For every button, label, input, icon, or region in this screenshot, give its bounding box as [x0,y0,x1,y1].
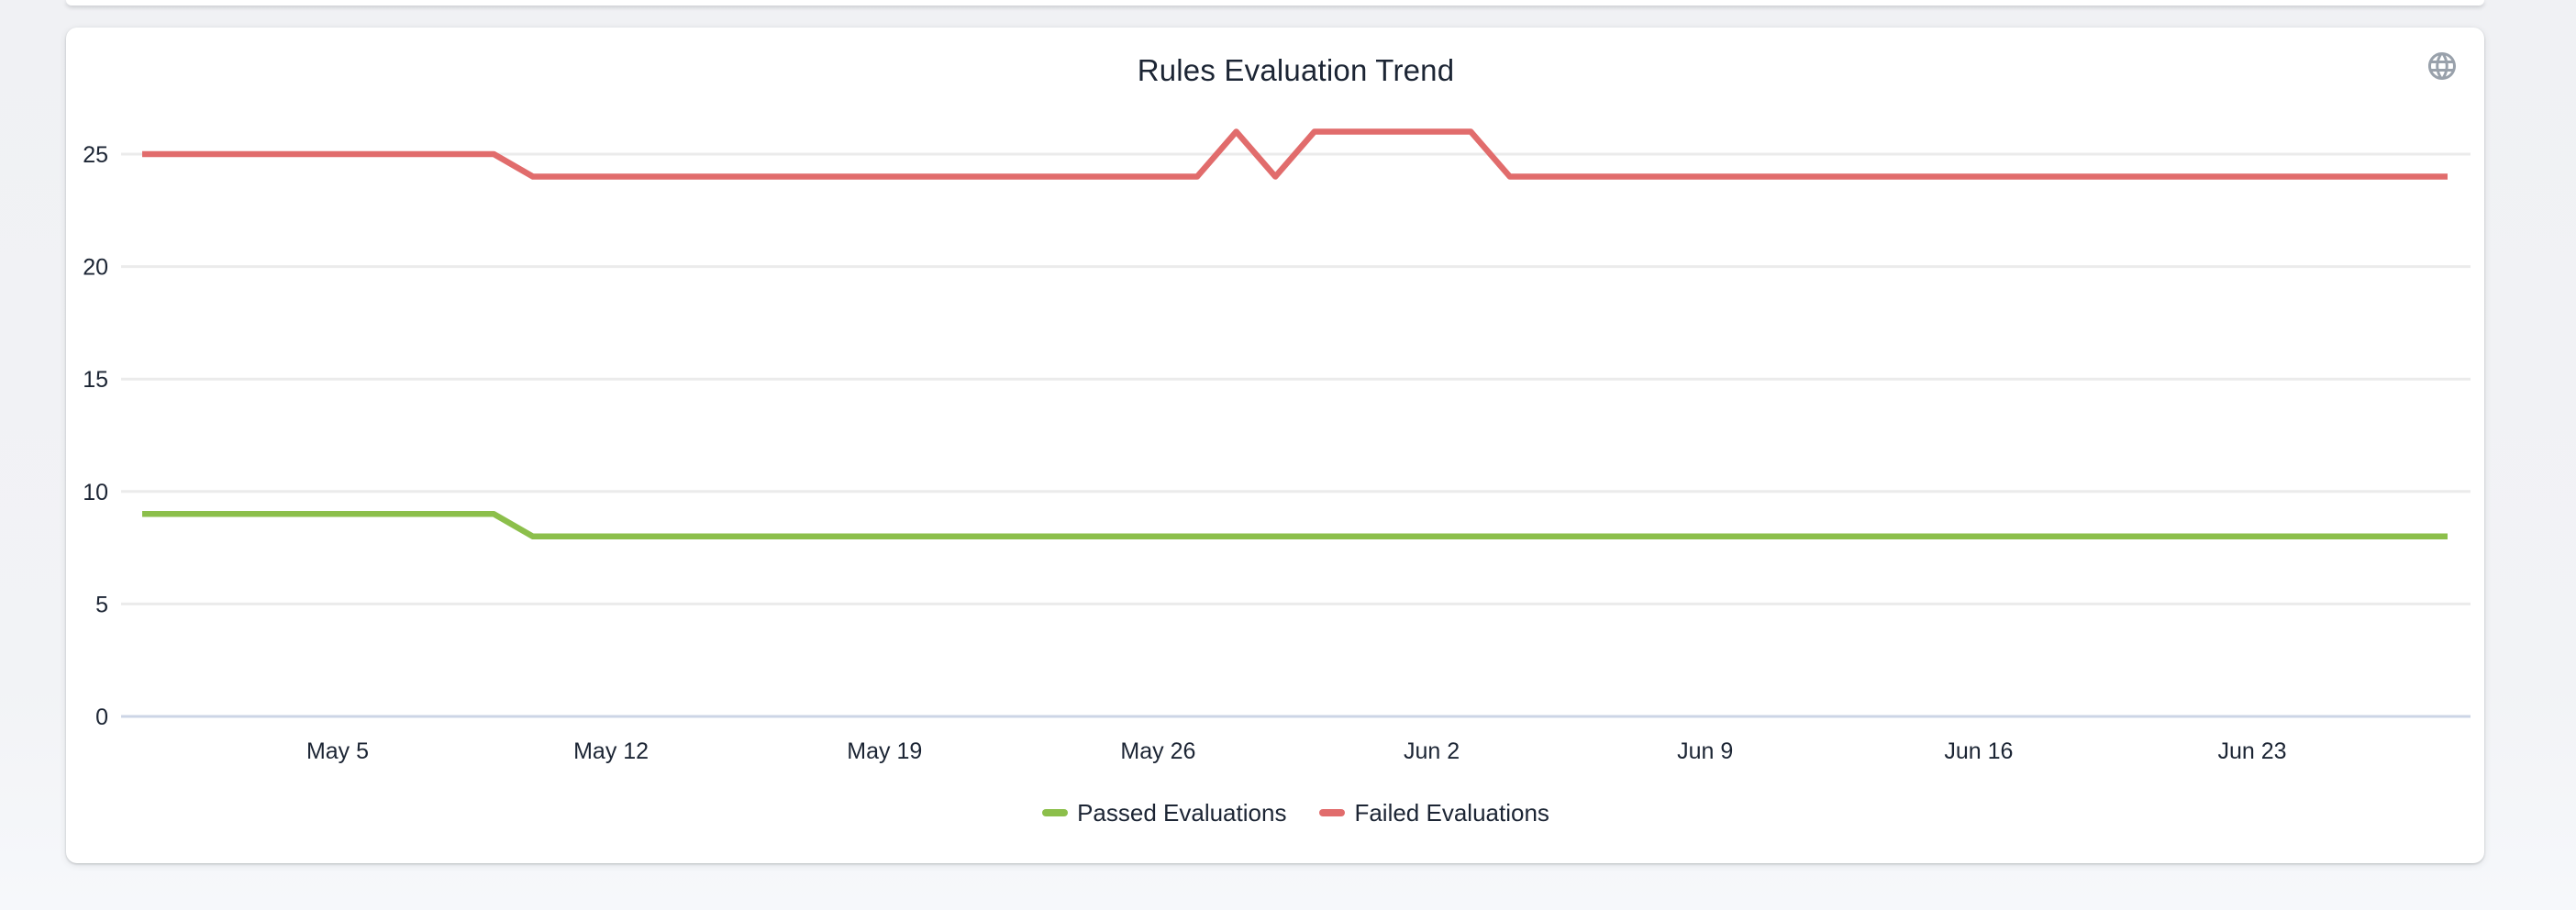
svg-text:0: 0 [95,705,108,730]
svg-text:Jun 2: Jun 2 [1404,738,1460,764]
svg-text:May 5: May 5 [306,738,369,764]
svg-text:May 19: May 19 [847,738,922,764]
failed-series-swatch [1319,809,1346,816]
svg-text:5: 5 [95,592,108,617]
svg-text:15: 15 [83,367,108,393]
svg-text:25: 25 [83,142,108,168]
rules-evaluation-trend-card: 0 5 10 15 20 25 May 5 May 12 May 19 May 26 Jun 2 Ju… [66,28,2484,863]
line-chart[interactable]: 0 5 10 15 20 25 May 5 May 12 May 19 May 26 Jun 2 Ju… [66,28,2484,863]
svg-text:Jun 23: Jun 23 [2217,738,2286,764]
svg-text:10: 10 [83,480,108,505]
chart-title: Rules Evaluation Trend [1137,53,1455,87]
globe-icon [2428,52,2456,80]
legend-item-failed[interactable]: Failed Evaluations [1319,799,1549,827]
svg-text:Jun 16: Jun 16 [1944,738,2013,764]
svg-text:May 26: May 26 [1120,738,1195,764]
svg-text:May 12: May 12 [573,738,649,764]
previous-card-bottom-edge [66,0,2484,6]
svg-text:20: 20 [83,255,108,281]
globe-icon-button[interactable] [2424,48,2460,84]
legend-label-passed: Passed Evaluations [1077,798,1287,827]
legend-item-passed[interactable]: Passed Evaluations [1042,799,1286,827]
svg-text:Jun 9: Jun 9 [1677,738,1733,764]
legend-label-failed: Failed Evaluations [1354,798,1549,827]
chart-legend: Passed Evaluations Failed Evaluations [121,794,2471,831]
passed-series-swatch [1042,809,1069,816]
